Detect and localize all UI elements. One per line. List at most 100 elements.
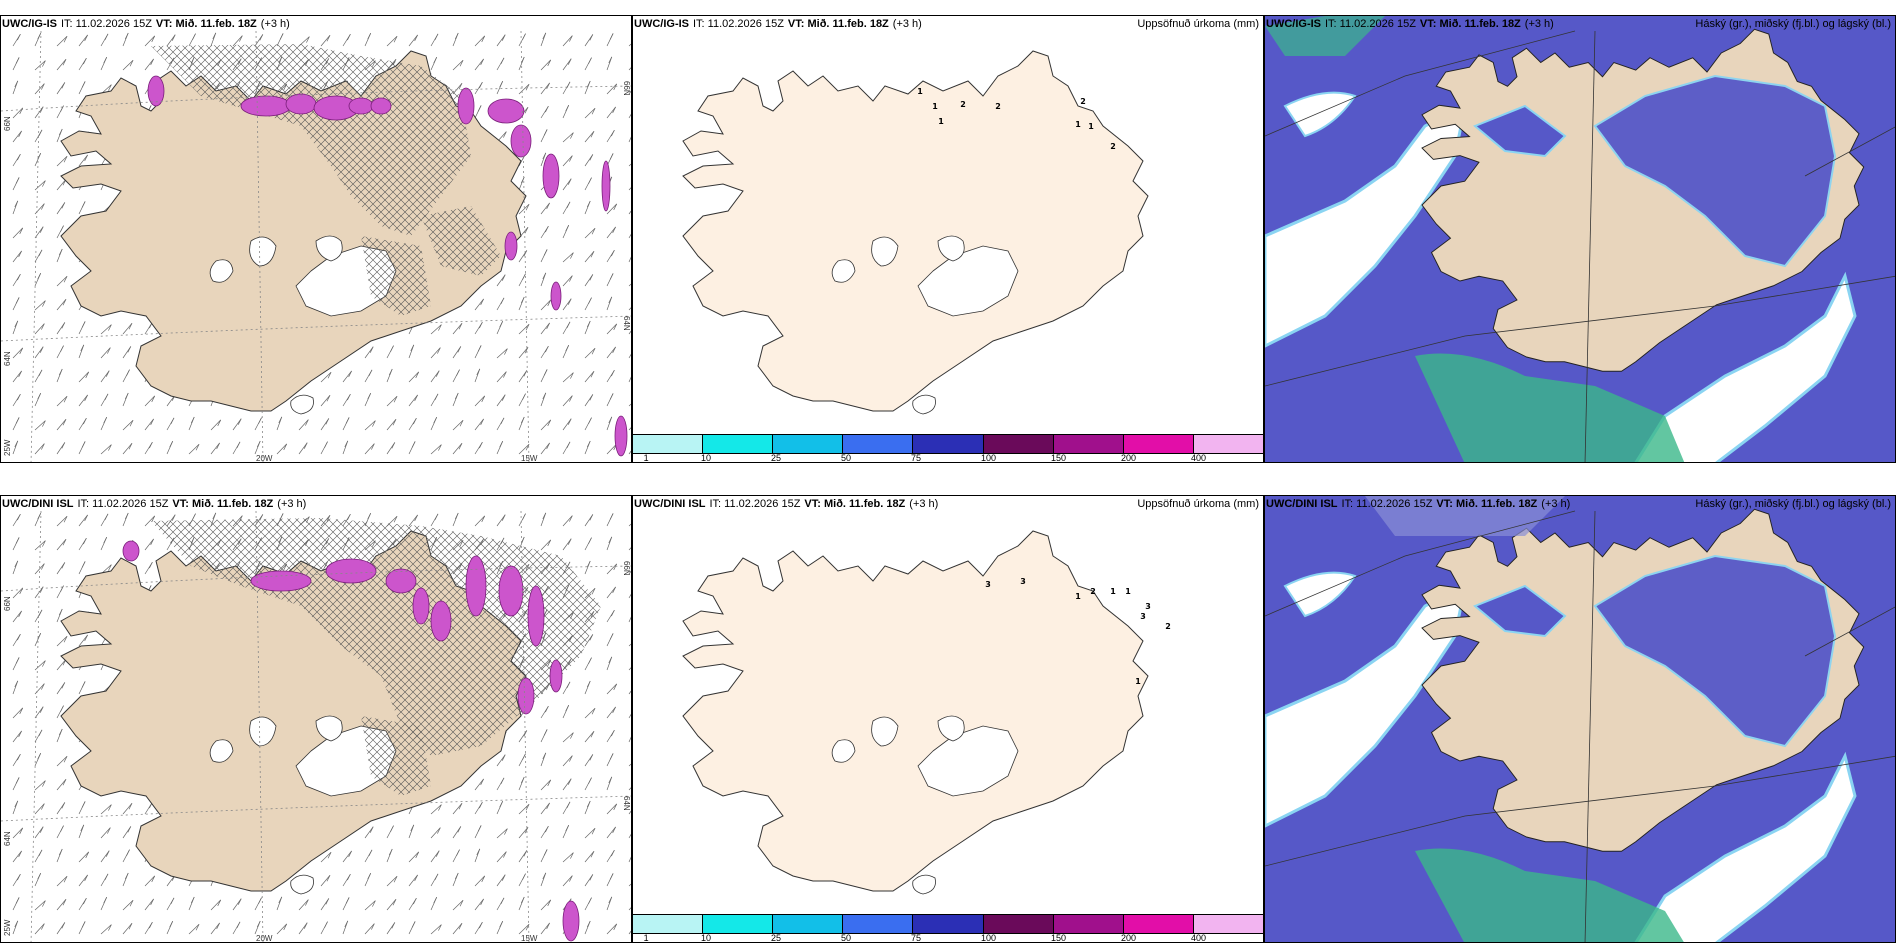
wind-barb <box>518 776 525 791</box>
panel-title: UWC/DINI ISL IT: 11.02.2026 15Z VT: Mið. 1… <box>1266 498 1570 510</box>
wind-barb <box>474 105 482 119</box>
wind-barb <box>100 924 112 935</box>
wind-barb <box>628 233 631 239</box>
wind-barb <box>34 249 43 263</box>
wind-barb <box>452 346 462 359</box>
wind-barb <box>100 417 108 431</box>
wind-barb <box>518 370 528 383</box>
wind-barb <box>56 419 67 431</box>
colorbar-label: 75 <box>910 933 921 943</box>
wind-barb <box>518 850 528 863</box>
model-name: UWC/DINI ISL <box>2 498 74 510</box>
wind-barb <box>188 444 200 455</box>
wind-barb <box>12 177 20 191</box>
wind-barb <box>276 33 284 47</box>
wind-barb <box>188 416 195 431</box>
wind-barb <box>628 67 631 71</box>
wind-barb <box>210 32 217 47</box>
wind-barb <box>34 660 46 671</box>
wind-barb <box>540 729 548 743</box>
wind-barb <box>188 924 200 935</box>
wind-barb <box>320 418 330 431</box>
graticule-line <box>1584 30 1596 462</box>
glacier-outline <box>315 715 343 742</box>
wind-barb <box>518 924 530 935</box>
wind-barb <box>628 210 631 215</box>
wind-barb <box>584 371 595 383</box>
wind-barb <box>144 561 153 575</box>
wind-barb <box>474 395 486 407</box>
wind-barb <box>12 153 21 167</box>
wind-barb <box>386 345 394 359</box>
wind-barb <box>34 273 42 287</box>
wind-barb <box>584 634 594 647</box>
wind-barb <box>540 129 548 143</box>
wind-barb <box>518 416 525 431</box>
precip-value: 3 <box>1020 577 1026 586</box>
wind-barb <box>474 418 484 431</box>
wind-barb <box>408 394 418 407</box>
graticule-line <box>1804 126 1895 177</box>
wind-barb <box>78 801 86 815</box>
init-time: IT: 11.02.2026 15Z <box>77 498 169 510</box>
wind-barb <box>496 297 505 311</box>
wind-barb <box>584 80 591 95</box>
wind-barb <box>56 802 66 815</box>
wind-barb <box>56 276 68 287</box>
wind-barb <box>562 418 572 431</box>
wind-barb <box>474 368 481 383</box>
wind-barb <box>496 828 508 839</box>
graticule-line <box>520 510 530 942</box>
graticule-line <box>255 510 264 942</box>
wind-barb <box>144 538 154 551</box>
axis-label: 20W <box>256 934 273 943</box>
wind-barb <box>122 512 129 527</box>
wind-barb <box>34 33 42 47</box>
wind-barb <box>100 804 112 815</box>
wind-barb <box>386 442 396 455</box>
wind-barb <box>386 368 393 383</box>
wind-barb <box>56 202 66 215</box>
wind-barb <box>606 873 614 887</box>
snow-area <box>325 558 377 584</box>
init-time: IT: 11.02.2026 15Z <box>1341 498 1433 510</box>
precip-value: 2 <box>1165 622 1171 631</box>
wind-barb <box>606 416 613 431</box>
colorbar-label: 400 <box>1190 933 1207 943</box>
wind-barb <box>78 824 85 839</box>
valid-time: VT: Mið. 11.feb. 18Z <box>155 18 257 30</box>
colorbar-swatch <box>1052 915 1123 933</box>
wind-barb <box>518 444 530 455</box>
wind-barb <box>628 90 631 95</box>
wind-barb <box>606 513 614 527</box>
wind-barb <box>430 897 438 911</box>
wind-barb <box>56 179 67 191</box>
glacier-outline <box>871 236 899 267</box>
wind-barb <box>606 129 615 143</box>
wind-barb <box>342 873 351 887</box>
wind-barb <box>430 324 442 335</box>
colorbar-swatch <box>1122 915 1193 933</box>
precip-value: 1 <box>1110 587 1116 596</box>
wind-barb <box>628 736 631 743</box>
glacier-outline <box>209 739 234 763</box>
wind-barb <box>34 203 45 215</box>
wind-barb <box>562 538 572 551</box>
wind-barb <box>496 777 505 791</box>
wind-barb <box>210 419 222 431</box>
valid-time: VT: Mið. 11.feb. 18Z <box>1436 498 1538 510</box>
wind-barb <box>166 897 175 911</box>
glacier-outline <box>917 725 1019 797</box>
glacier-outline <box>315 235 343 262</box>
init-time: IT: 11.02.2026 15Z <box>1325 18 1416 30</box>
wind-barb <box>584 440 591 455</box>
wind-barb <box>518 204 530 215</box>
wind-barb <box>430 370 440 383</box>
model-name: UWC/DINI ISL <box>634 498 706 510</box>
cloud-cover-high <box>1365 496 1565 536</box>
wind-barb <box>628 570 631 575</box>
wind-barb <box>606 753 614 767</box>
wind-barb <box>628 136 631 143</box>
glacier-outline <box>831 739 856 763</box>
wind-barb <box>584 897 592 911</box>
